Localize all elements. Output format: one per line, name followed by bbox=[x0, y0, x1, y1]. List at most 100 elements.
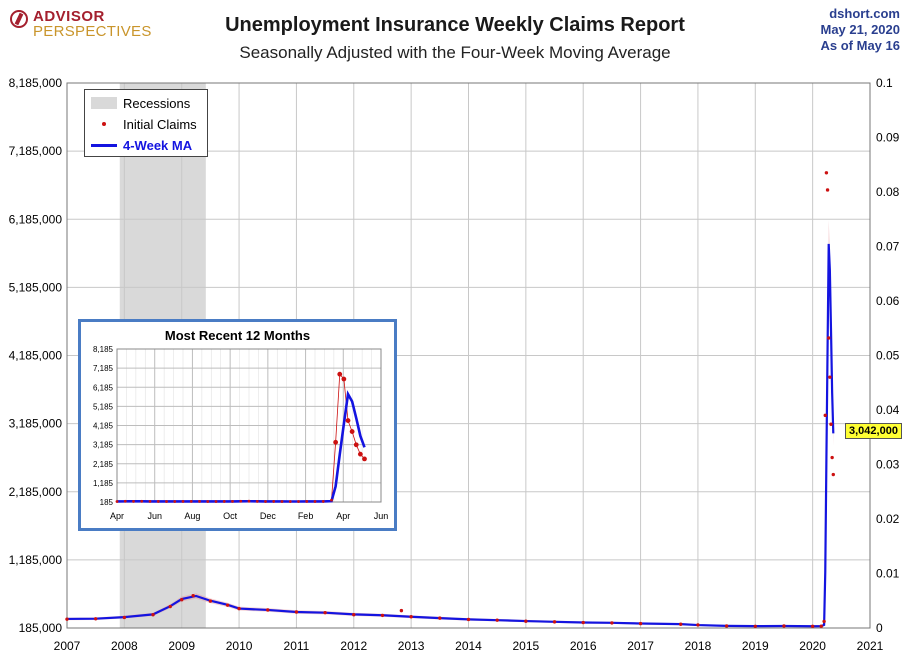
claims-point-36 bbox=[827, 336, 831, 340]
inset-panel: Apr Jun Aug Oct Dec Feb Apr Jun 185 1,185 2,185 3,1… bbox=[78, 319, 397, 531]
inset-x-tick-4: Dec bbox=[260, 511, 277, 521]
claims-point-12 bbox=[323, 610, 327, 615]
claims-point-32 bbox=[822, 619, 826, 624]
legend-item-ma: 4-Week MA bbox=[91, 136, 192, 154]
inset-y-tick-7: 7,185 bbox=[93, 364, 114, 373]
logo-line2: PERSPECTIVES bbox=[33, 23, 152, 40]
claims-point-24 bbox=[638, 621, 643, 626]
inset-x-tick-2: Aug bbox=[184, 511, 200, 521]
chart-subtitle: Seasonally Adjusted with the Four-Week M… bbox=[239, 43, 671, 62]
inset-claims-point-21 bbox=[288, 500, 292, 503]
inset-claims-point-31 bbox=[349, 429, 355, 434]
inset-claims-point-33 bbox=[357, 451, 363, 457]
inset-claims-point-5 bbox=[156, 500, 160, 503]
latest-value-callout: 3,042,000 bbox=[845, 423, 902, 439]
inset-claims-point-6 bbox=[165, 500, 168, 503]
inset-claims-point-12 bbox=[214, 500, 218, 503]
chart-title: Unemployment Insurance Weekly Claims Rep… bbox=[225, 14, 685, 36]
inset-claims-point-17 bbox=[255, 500, 259, 503]
inset-y-tick-0: 185 bbox=[100, 498, 114, 507]
claims-point-17 bbox=[438, 616, 442, 620]
claims-point-0 bbox=[65, 617, 69, 621]
compass-icon bbox=[10, 10, 28, 28]
claims-point-27 bbox=[724, 624, 729, 628]
inset-x-tick-3: Oct bbox=[223, 511, 238, 521]
claims-point-8 bbox=[225, 603, 230, 607]
claims-point-29 bbox=[782, 624, 786, 628]
y-tick-left-4: 4,185,000 bbox=[9, 349, 63, 363]
inset-claims-point-19 bbox=[272, 500, 276, 503]
inset-claims-point-1 bbox=[123, 499, 127, 503]
plot-frame bbox=[66, 82, 871, 629]
inset-claims-point-11 bbox=[206, 500, 210, 503]
y-tick-left-3: 3,185,000 bbox=[9, 417, 63, 431]
y-tick-left-7: 7,185,000 bbox=[9, 144, 63, 158]
claims-point-9 bbox=[237, 606, 241, 611]
claims-point-13 bbox=[352, 613, 356, 617]
y-tick-right-2: 0.02 bbox=[876, 512, 900, 526]
y-tick-left-2: 2,185,000 bbox=[9, 485, 63, 499]
source-site: dshort.com bbox=[829, 6, 900, 21]
inset-claims-point-34 bbox=[362, 456, 367, 462]
y-tick-left-1: 1,185,000 bbox=[9, 553, 63, 567]
claims-point-20 bbox=[524, 619, 528, 623]
y-tick-left-8: 8,185,000 bbox=[9, 76, 63, 90]
claims-point-33 bbox=[823, 413, 827, 418]
y-tick-left-0: 185,000 bbox=[19, 621, 63, 635]
inset-claims-point-30 bbox=[345, 418, 351, 423]
x-tick-2016: 2016 bbox=[570, 639, 597, 653]
claims-point-6 bbox=[191, 593, 195, 598]
claims-point-31 bbox=[819, 624, 823, 628]
claims-point-30 bbox=[810, 624, 815, 628]
inset-claims-point-22 bbox=[297, 500, 300, 503]
inset-claims-point-9 bbox=[189, 500, 193, 503]
claims-point-4 bbox=[168, 604, 172, 609]
legend-label-ma: 4-Week MA bbox=[123, 137, 193, 153]
inset-claims-point-28 bbox=[337, 371, 343, 377]
x-tick-2007: 2007 bbox=[54, 639, 81, 653]
inset-chart: Apr Jun Aug Oct Dec Feb Apr Jun 185 1,185 2,185 3,1… bbox=[93, 345, 388, 521]
inset-claims-point-14 bbox=[231, 499, 234, 503]
inset-claims-point-10 bbox=[198, 499, 201, 503]
claims-point-14 bbox=[380, 613, 385, 618]
claims-point-26 bbox=[696, 623, 700, 627]
inset-claims-point-26 bbox=[330, 498, 333, 502]
inset-claims-point-16 bbox=[247, 499, 251, 503]
claims-point-19 bbox=[495, 618, 499, 622]
x-tick-2013: 2013 bbox=[398, 639, 425, 653]
recession-swatch bbox=[91, 97, 117, 109]
claims-point-16 bbox=[409, 615, 413, 619]
claims-point-15 bbox=[399, 608, 404, 613]
x-tick-2012: 2012 bbox=[340, 639, 367, 653]
legend: Recessions Initial Claims 4-Week MA bbox=[84, 89, 208, 157]
claims-point-34 bbox=[824, 171, 829, 175]
inset-claims-point-2 bbox=[132, 499, 135, 503]
series-line-4-week-ma bbox=[66, 243, 835, 628]
inset-claims-point-7 bbox=[173, 500, 177, 503]
claims-point-39 bbox=[830, 455, 834, 460]
y-tick-right-10: 0.1 bbox=[876, 76, 893, 90]
y-tick-right-6: 0.06 bbox=[876, 294, 900, 308]
report-date: May 21, 2020 bbox=[820, 22, 900, 37]
logo-line1: ADVISOR bbox=[33, 8, 105, 25]
claims-point-21 bbox=[552, 620, 557, 624]
claims-point-22 bbox=[581, 620, 585, 625]
inset-y-tick-1: 1,185 bbox=[93, 479, 114, 488]
claims-point-23 bbox=[610, 621, 614, 625]
inset-x-tick-5: Feb bbox=[298, 511, 314, 521]
x-tick-2014: 2014 bbox=[455, 639, 482, 653]
legend-item-claims: Initial Claims bbox=[91, 115, 197, 133]
y-tick-right-8: 0.08 bbox=[876, 185, 900, 199]
x-tick-2021: 2021 bbox=[857, 639, 884, 653]
y-tick-right-4: 0.04 bbox=[876, 403, 900, 417]
x-tick-2017: 2017 bbox=[627, 639, 654, 653]
as-of-date: As of May 16 bbox=[820, 38, 900, 53]
x-tick-2018: 2018 bbox=[685, 639, 712, 653]
inset-y-tick-8: 8,185 bbox=[93, 345, 114, 354]
y-tick-right-7: 0.07 bbox=[876, 240, 900, 254]
inset-claims-point-20 bbox=[280, 500, 284, 503]
x-tick-2019: 2019 bbox=[742, 639, 769, 653]
inset-claims-point-15 bbox=[239, 499, 243, 503]
claims-point-35 bbox=[825, 188, 830, 192]
